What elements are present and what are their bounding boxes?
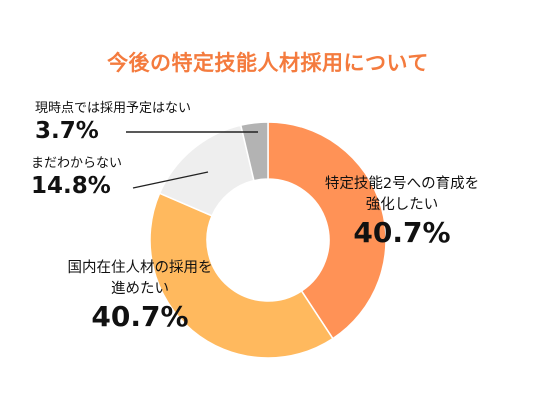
slice-name-line: 進めたい [111, 281, 169, 297]
slice-kokunai [149, 192, 334, 359]
slice-value-label: 40.7% [353, 216, 451, 249]
slice-value-label: 3.7% [35, 118, 99, 144]
leader-line-mada [132, 171, 209, 189]
slice-value-label: 14.8% [31, 173, 111, 199]
slice-name-line: まだわからない [31, 156, 123, 171]
slice-name-line: 現時点では採用予定はない [35, 101, 192, 116]
slice-label-mada: まだわからない 14.8% [31, 155, 122, 200]
slice-yotei-nashi [239, 121, 269, 182]
slice-label-kokunai: 国内在住人材の採用を 進めたい 40.7% [45, 258, 235, 334]
slice-name-line: 強化したい [365, 197, 439, 213]
chart-title: 今後の特定技能人材採用について [107, 51, 429, 75]
slice-label-ikusei: 特定技能2号への育成を 強化したい 40.7% [307, 174, 497, 250]
slice-label-yotei-nashi: 現時点では採用予定はない 3.7% [35, 100, 191, 145]
slice-ikusei [267, 121, 387, 340]
slice-name-line: 特定技能2号への育成を [324, 176, 480, 192]
slice-name-line: 国内在住人材の採用を [67, 260, 213, 276]
slice-value-label: 40.7% [91, 300, 189, 333]
